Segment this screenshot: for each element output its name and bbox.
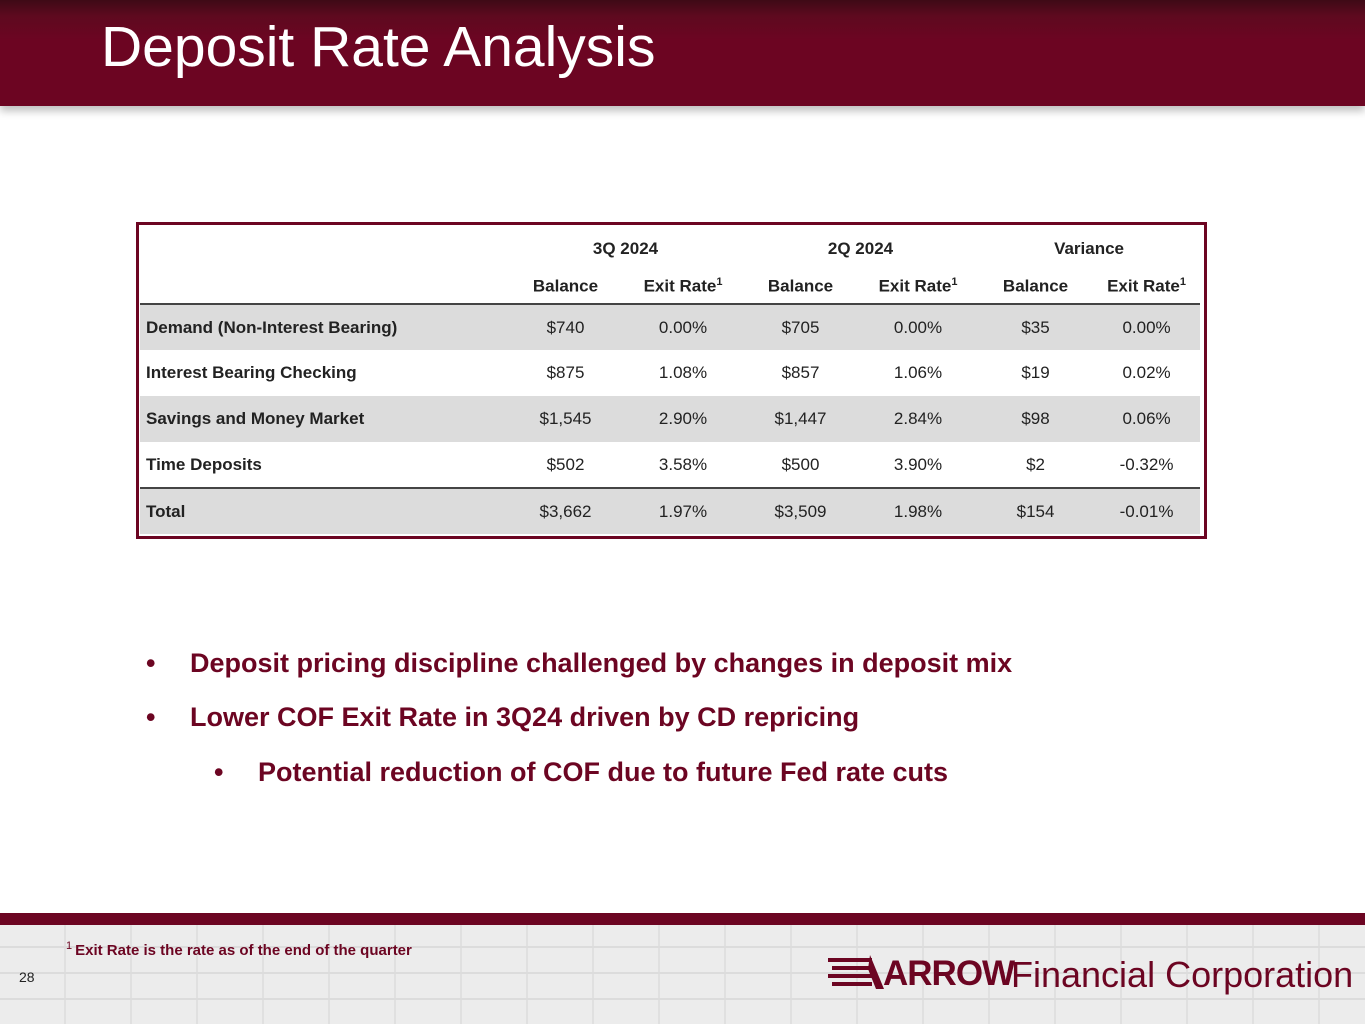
table-cell: $154 xyxy=(978,487,1094,534)
logo-brand-text: ARROW xyxy=(883,954,1015,993)
logo-company-text: Financial Corporation xyxy=(1011,954,1354,995)
group-header-variance: Variance xyxy=(1054,239,1125,258)
table-cell: 2.90% xyxy=(623,396,744,442)
footnote-marker: 1 xyxy=(66,940,73,952)
row-label: Interest Bearing Checking xyxy=(146,363,357,382)
table-cell: 0.00% xyxy=(623,304,744,350)
table-cell: 3.58% xyxy=(658,454,708,474)
table-cell: 0.00% xyxy=(1093,304,1201,350)
table-cell: 0.06% xyxy=(1093,396,1201,442)
footnote: 1 Exit Rate is the rate as of the end of … xyxy=(66,940,412,959)
bullet-marker: • xyxy=(214,757,224,787)
table-group-header-row: 3Q 2024 2Q 2024 Variance xyxy=(140,225,1200,269)
table-cell: $1,447 xyxy=(743,396,859,442)
table-cell: $500 xyxy=(781,454,820,474)
header-bar: Deposit Rate Analysis xyxy=(0,0,1365,106)
subheader-cell: Exit Rate1 xyxy=(623,269,744,305)
arrow-logo-icon xyxy=(828,955,884,989)
subheader-cell: Exit Rate1 xyxy=(858,269,979,305)
table-cell: 1.98% xyxy=(858,487,979,534)
row-label: Time Deposits xyxy=(146,454,262,474)
table-cell: $19 xyxy=(1021,363,1050,382)
table-cell: -0.01% xyxy=(1093,487,1201,534)
page-number: 28 xyxy=(19,969,35,985)
footer-divider-bar xyxy=(0,913,1365,925)
bullet-text: Lower COF Exit Rate in 3Q24 driven by CD… xyxy=(190,702,860,732)
footnote-text: Exit Rate is the rate as of the end of t… xyxy=(75,942,412,959)
table-row: Interest Bearing Checking $875 1.08% $85… xyxy=(140,350,1200,396)
table-cell: 0.02% xyxy=(1122,363,1171,382)
table-cell: 1.06% xyxy=(893,363,943,382)
table-cell: 1.97% xyxy=(623,487,744,534)
table-cell: $3,509 xyxy=(743,487,859,534)
table-total-row: Total $3,662 1.97% $3,509 1.98% $154 -0.… xyxy=(140,487,1201,534)
table-corner-cell xyxy=(140,225,508,269)
table-subheader-row: Balance Exit Rate1 Balance Exit Rate1 Ba… xyxy=(140,269,1201,305)
subheader-cell: Balance xyxy=(508,269,623,305)
group-header-2q2024: 2Q 2024 xyxy=(827,239,894,258)
group-header-3q2024: 3Q 2024 xyxy=(592,239,659,258)
table-cell: $35 xyxy=(978,304,1094,350)
row-label: Total xyxy=(140,487,508,534)
table-cell: $3,662 xyxy=(508,487,623,534)
bullet-text: Deposit pricing discipline challenged by… xyxy=(190,648,1013,678)
footer-brick-background xyxy=(0,925,1365,1024)
table-cell: $875 xyxy=(546,363,585,382)
table-cell: 1.08% xyxy=(658,363,708,382)
table-cell: $98 xyxy=(978,396,1094,442)
table-cell: 0.00% xyxy=(858,304,979,350)
subheader-cell: Balance xyxy=(978,269,1094,305)
table-cell: 3.90% xyxy=(893,454,943,474)
page-title: Deposit Rate Analysis xyxy=(101,15,656,79)
table-corner-cell xyxy=(140,269,508,305)
subheader-cell: Exit Rate1 xyxy=(1093,269,1201,305)
deposit-rate-table: 3Q 2024 2Q 2024 Variance Balance Exit Ra… xyxy=(140,225,1201,534)
table-row: Demand (Non-Interest Bearing) $740 0.00%… xyxy=(140,304,1201,350)
deposit-rate-table-frame: 3Q 2024 2Q 2024 Variance Balance Exit Ra… xyxy=(136,222,1207,539)
bullet-marker: • xyxy=(146,702,156,732)
table-row: Time Deposits $502 3.58% $500 3.90% $2 -… xyxy=(140,442,1200,488)
table-cell: $2 xyxy=(1026,454,1045,474)
bullet-text: Potential reduction of COF due to future… xyxy=(258,757,949,787)
company-logo: ARROW Financial Corporation xyxy=(826,951,1356,1001)
table-cell: $502 xyxy=(546,454,585,474)
row-label: Demand (Non-Interest Bearing) xyxy=(140,304,508,350)
table-row: Savings and Money Market $1,545 2.90% $1… xyxy=(140,396,1201,442)
table-cell: $1,545 xyxy=(508,396,623,442)
table-cell: $740 xyxy=(508,304,623,350)
bullet-marker: • xyxy=(146,648,156,678)
table-cell: -0.32% xyxy=(1119,454,1174,474)
table-cell: 2.84% xyxy=(858,396,979,442)
row-label: Savings and Money Market xyxy=(140,396,508,442)
subheader-cell: Balance xyxy=(743,269,859,305)
table-cell: $705 xyxy=(743,304,859,350)
table-cell: $857 xyxy=(781,363,820,382)
